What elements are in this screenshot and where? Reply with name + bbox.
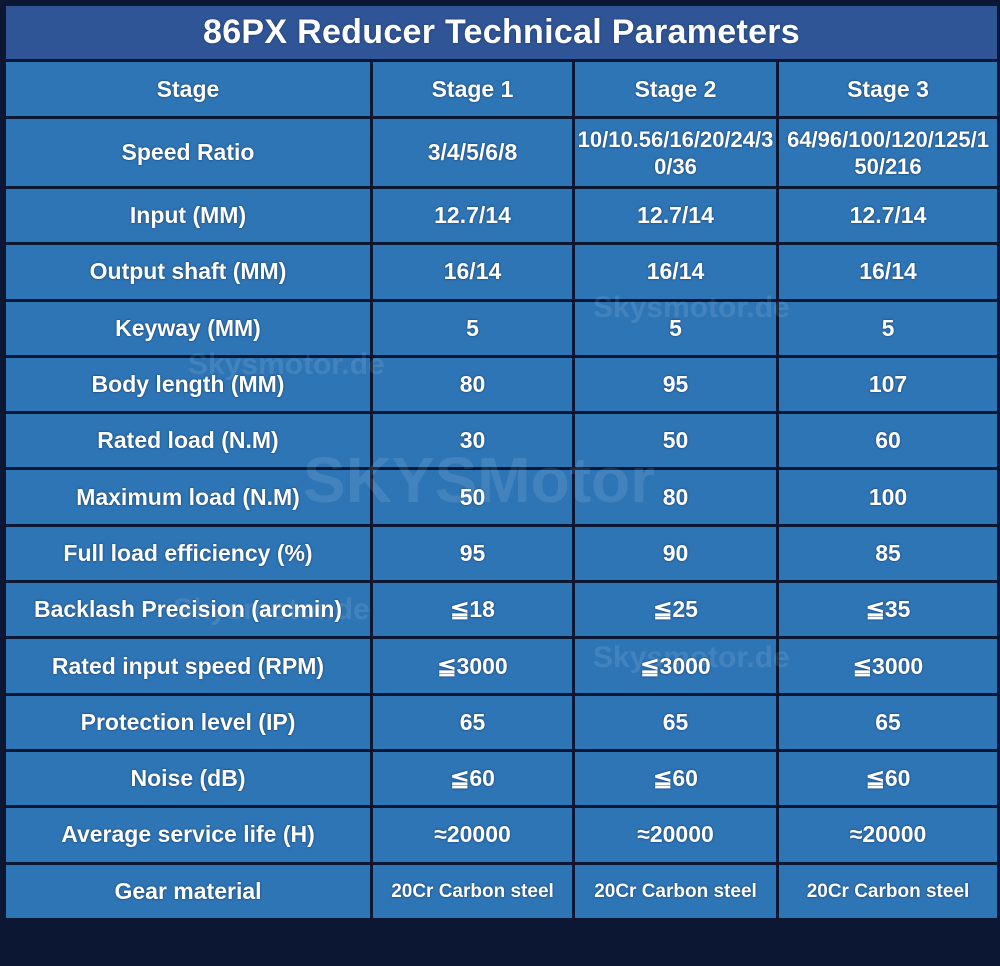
value-cell: 16/14: [370, 242, 575, 302]
value-cell: 3/4/5/6/8: [370, 116, 575, 189]
value-cell: ≦60: [775, 748, 997, 809]
value-cell: 95: [572, 354, 779, 415]
value-cell: 65: [370, 692, 575, 752]
table-row: Keyway (MM) 5 5 5: [3, 298, 997, 358]
row-label: Average service life (H): [3, 805, 373, 865]
value-cell: 80: [370, 354, 575, 415]
parameters-table: 86PX Reducer Technical Parameters Stage …: [3, 3, 997, 921]
table-row: Gear material 20Cr Carbon steel 20Cr Carbo…: [3, 861, 997, 921]
value-cell: ≦35: [775, 580, 997, 640]
value-cell: ≦3000: [572, 636, 779, 696]
value-cell: 16/14: [775, 242, 997, 302]
table-row: Output shaft (MM) 16/14 16/14 16/14: [3, 242, 997, 302]
value-cell: 90: [572, 523, 779, 584]
table-row: Backlash Precision (arcmin) ≦18 ≦25 ≦35: [3, 580, 997, 640]
header-cell: Stage 3: [775, 59, 997, 119]
table-row: Rated input speed (RPM) ≦3000 ≦3000 ≦3000: [3, 636, 997, 696]
value-cell: 20Cr Carbon steel: [572, 861, 779, 921]
value-cell: 12.7/14: [370, 185, 575, 246]
row-label: Input (MM): [3, 185, 373, 246]
value-cell: ≦60: [572, 748, 779, 809]
row-label: Maximum load (N.M): [3, 467, 373, 527]
header-cell: Stage: [3, 59, 373, 119]
value-cell: 20Cr Carbon steel: [370, 861, 575, 921]
table-row: Noise (dB) ≦60 ≦60 ≦60: [3, 748, 997, 809]
value-cell: 5: [775, 298, 997, 358]
header-row: Stage Stage 1 Stage 2 Stage 3: [3, 59, 997, 119]
value-cell: ≈20000: [775, 805, 997, 865]
table-row: Input (MM) 12.7/14 12.7/14 12.7/14: [3, 185, 997, 246]
value-cell: 107: [775, 354, 997, 415]
header-cell: Stage 2: [572, 59, 779, 119]
row-label: Protection level (IP): [3, 692, 373, 752]
value-cell: 64/96/100/120/125/150/216: [775, 116, 997, 189]
value-cell: 95: [370, 523, 575, 584]
value-cell: 10/10.56/16/20/24/30/36: [572, 116, 779, 189]
value-cell: ≦25: [572, 580, 779, 640]
table-title: 86PX Reducer Technical Parameters: [3, 3, 997, 62]
value-cell: 65: [775, 692, 997, 752]
table-row: Maximum load (N.M) 50 80 100: [3, 467, 997, 527]
value-cell: ≦3000: [370, 636, 575, 696]
value-cell: ≦3000: [775, 636, 997, 696]
row-label: Gear material: [3, 861, 373, 921]
value-cell: 12.7/14: [572, 185, 779, 246]
value-cell: 50: [572, 411, 779, 471]
value-cell: 16/14: [572, 242, 779, 302]
table-row: Speed Ratio 3/4/5/6/8 10/10.56/16/20/24/30…: [3, 116, 997, 189]
table-row: Full load efficiency (%) 95 90 85: [3, 523, 997, 584]
row-label: Output shaft (MM): [3, 242, 373, 302]
value-cell: 65: [572, 692, 779, 752]
table-row: Average service life (H) ≈20000 ≈20000 ≈200…: [3, 805, 997, 865]
value-cell: 50: [370, 467, 575, 527]
value-cell: ≦60: [370, 748, 575, 809]
value-cell: ≈20000: [572, 805, 779, 865]
value-cell: 100: [775, 467, 997, 527]
value-cell: 80: [572, 467, 779, 527]
row-label: Speed Ratio: [3, 116, 373, 189]
row-label: Keyway (MM): [3, 298, 373, 358]
row-label: Body length (MM): [3, 354, 373, 415]
row-label: Noise (dB): [3, 748, 373, 809]
value-cell: 60: [775, 411, 997, 471]
value-cell: ≈20000: [370, 805, 575, 865]
value-cell: 5: [572, 298, 779, 358]
value-cell: 85: [775, 523, 997, 584]
row-label: Rated load (N.M): [3, 411, 373, 471]
table-row: Protection level (IP) 65 65 65: [3, 692, 997, 752]
row-label: Rated input speed (RPM): [3, 636, 373, 696]
header-cell: Stage 1: [370, 59, 575, 119]
value-cell: 30: [370, 411, 575, 471]
value-cell: 20Cr Carbon steel: [775, 861, 997, 921]
row-label: Backlash Precision (arcmin): [3, 580, 373, 640]
table-row: Rated load (N.M) 30 50 60: [3, 411, 997, 471]
table-row: Body length (MM) 80 95 107: [3, 354, 997, 415]
value-cell: ≦18: [370, 580, 575, 640]
value-cell: 12.7/14: [775, 185, 997, 246]
row-label: Full load efficiency (%): [3, 523, 373, 584]
value-cell: 5: [370, 298, 575, 358]
